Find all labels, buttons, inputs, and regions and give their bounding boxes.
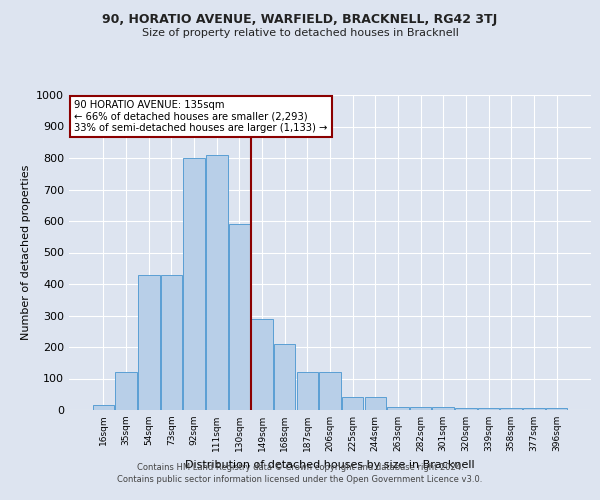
Bar [251,318,273,410]
Bar [500,408,522,410]
Bar [115,372,137,410]
Bar [455,408,476,410]
Bar [274,344,295,410]
Text: Contains HM Land Registry data © Crown copyright and database right 2024.: Contains HM Land Registry data © Crown c… [137,464,463,472]
Y-axis label: Number of detached properties: Number of detached properties [20,165,31,340]
X-axis label: Distribution of detached houses by size in Bracknell: Distribution of detached houses by size … [185,460,475,469]
Bar [546,408,567,410]
Bar [161,274,182,410]
Bar [342,398,364,410]
Bar [296,372,318,410]
Bar [523,408,545,410]
Text: Contains public sector information licensed under the Open Government Licence v3: Contains public sector information licen… [118,475,482,484]
Bar [93,406,114,410]
Bar [410,407,431,410]
Text: 90 HORATIO AVENUE: 135sqm
← 66% of detached houses are smaller (2,293)
33% of se: 90 HORATIO AVENUE: 135sqm ← 66% of detac… [74,100,328,133]
Text: 90, HORATIO AVENUE, WARFIELD, BRACKNELL, RG42 3TJ: 90, HORATIO AVENUE, WARFIELD, BRACKNELL,… [103,12,497,26]
Bar [433,407,454,410]
Bar [138,274,160,410]
Bar [206,155,227,410]
Text: Size of property relative to detached houses in Bracknell: Size of property relative to detached ho… [142,28,458,38]
Bar [184,158,205,410]
Bar [229,224,250,410]
Bar [478,408,499,410]
Bar [365,398,386,410]
Bar [319,372,341,410]
Bar [387,407,409,410]
